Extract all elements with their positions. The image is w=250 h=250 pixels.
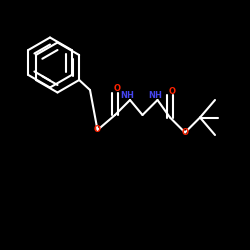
Text: O: O <box>114 84 121 93</box>
Text: O: O <box>94 126 101 134</box>
Text: O: O <box>182 128 188 137</box>
Text: NH: NH <box>148 90 162 100</box>
Text: NH: NH <box>120 90 134 100</box>
Text: O: O <box>169 87 176 96</box>
